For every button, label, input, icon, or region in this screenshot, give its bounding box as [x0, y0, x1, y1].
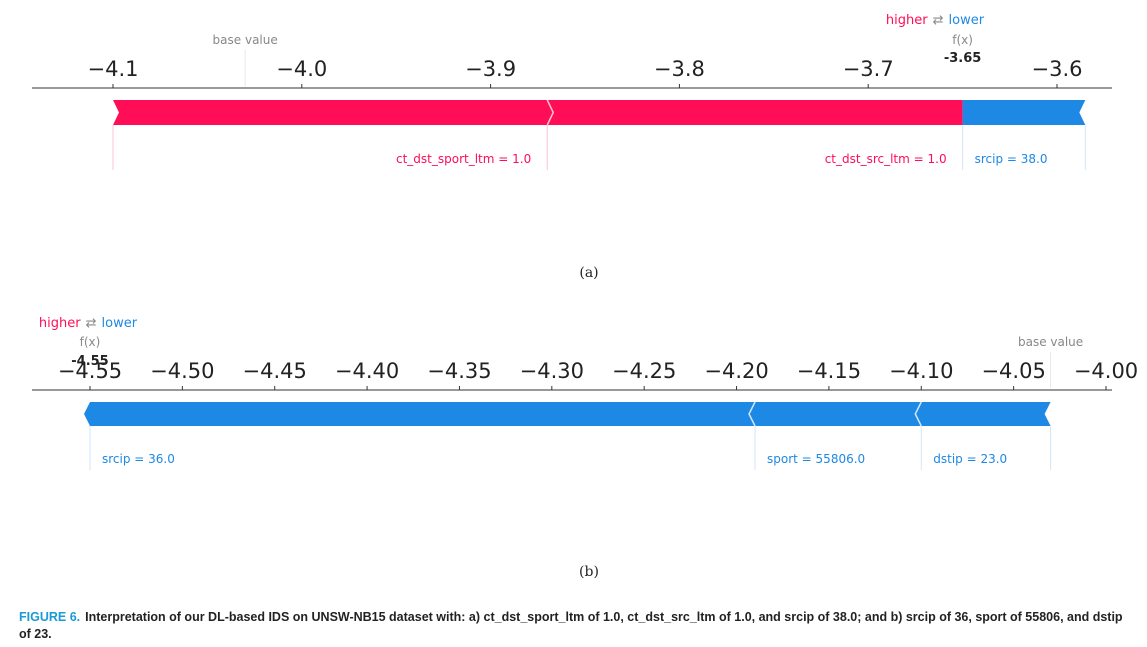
base-value-label: base value: [1018, 335, 1083, 349]
negative-feature-label: dstip = 23.0: [933, 452, 1007, 466]
fx-value: -3.65: [944, 51, 981, 66]
lower-label: lower: [102, 316, 138, 331]
x-tick-label: −4.50: [150, 359, 214, 383]
figure-caption: FIGURE 6. Interpretation of our DL-based …: [19, 609, 1129, 643]
negative-feature-label: srcip = 36.0: [102, 452, 175, 466]
x-tick-label: −4.35: [427, 359, 491, 383]
x-tick-label: −4.15: [797, 359, 861, 383]
higher-label: higher: [39, 316, 81, 331]
x-tick-label: −4.40: [335, 359, 399, 383]
x-tick-label: −4.25: [612, 359, 676, 383]
higher-lower-legend: higher ⇄ lower: [39, 316, 138, 331]
negative-feature-label: srcip = 38.0: [975, 152, 1048, 166]
swap-icon: ⇄: [933, 13, 944, 28]
positive-segment: [547, 100, 963, 125]
segment-separator: [546, 99, 555, 126]
lower-label: lower: [949, 13, 985, 28]
positive-feature-label: ct_dst_sport_ltm = 1.0: [396, 152, 531, 166]
positive-segment: [113, 100, 554, 125]
higher-lower-legend: higher ⇄ lower: [886, 13, 985, 28]
x-tick-label: −3.8: [654, 57, 705, 81]
subfigure-label-a: (a): [579, 265, 599, 281]
fx-label: f(x): [952, 33, 973, 47]
fx-label: f(x): [80, 335, 101, 349]
force-plot-a: higher ⇄ lower base value −4.1 −4.0 −3.9 −3.8 −3…: [32, 13, 1112, 170]
negative-segment: [84, 402, 756, 426]
segment-separator: [914, 401, 922, 427]
x-tick-label: −4.00: [1074, 359, 1138, 383]
negative-feature-label: sport = 55806.0: [767, 452, 865, 466]
caption-text: Interpretation of our DL-based IDS on UN…: [19, 610, 1123, 641]
force-plot-b: higher ⇄ lower base value −4.55 −4.50 −4.45 −4.…: [32, 316, 1138, 470]
x-tick-label: −4.30: [520, 359, 584, 383]
x-tick-label: −3.7: [843, 57, 894, 81]
x-tick-label: −3.6: [1032, 57, 1083, 81]
base-value-label: base value: [213, 33, 278, 47]
positive-feature-label: ct_dst_src_ltm = 1.0: [825, 152, 947, 166]
x-tick-label: −3.9: [465, 57, 516, 81]
x-tick-label: −4.45: [243, 359, 307, 383]
x-tick-label: −4.10: [889, 359, 953, 383]
fx-value: -4.55: [71, 354, 108, 369]
figure-number: FIGURE 6.: [19, 610, 81, 624]
x-tick-label: −4.55: [58, 359, 122, 383]
x-tick-label: −4.20: [704, 359, 768, 383]
x-tick-label: −4.05: [981, 359, 1045, 383]
higher-label: higher: [886, 13, 928, 28]
x-tick-label: −4.0: [276, 57, 327, 81]
subfigure-label-b: (b): [579, 564, 599, 580]
swap-icon: ⇄: [86, 316, 97, 331]
x-tick-label: −4.1: [88, 57, 139, 81]
segment-separator: [748, 401, 756, 427]
negative-segment: [749, 402, 922, 426]
negative-segment: [962, 100, 1086, 125]
negative-segment: [915, 402, 1051, 426]
